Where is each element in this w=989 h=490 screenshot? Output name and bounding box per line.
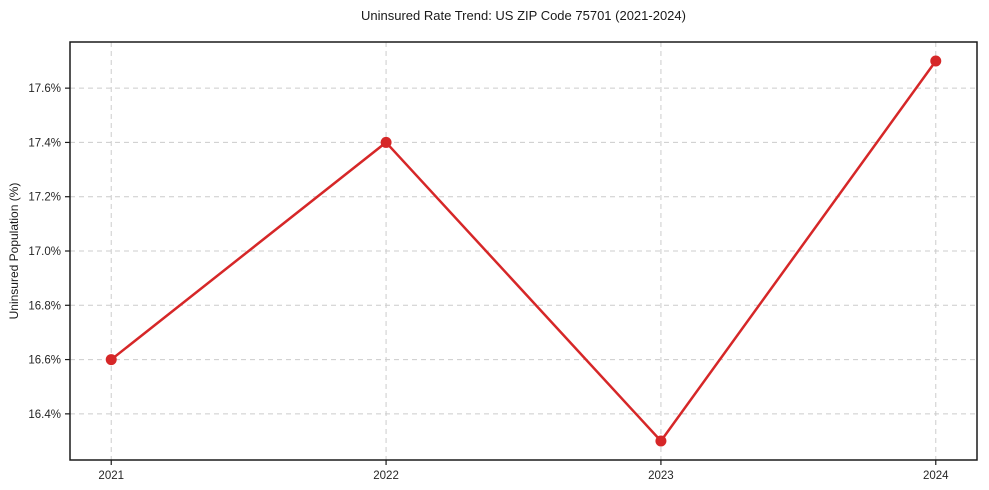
data-point-marker	[655, 435, 667, 447]
chart-title: Uninsured Rate Trend: US ZIP Code 75701 …	[361, 8, 686, 23]
x-tick-label: 2021	[98, 470, 124, 482]
y-tick-label: 17.4%	[28, 137, 61, 149]
y-tick-label: 16.8%	[28, 300, 61, 312]
y-tick-label: 17.6%	[28, 83, 61, 95]
x-tick-label: 2023	[648, 470, 674, 482]
x-tick-label: 2024	[923, 470, 949, 482]
data-point-marker	[380, 136, 392, 148]
data-point-marker	[105, 354, 117, 366]
series-line	[109, 59, 938, 443]
x-tick-label: 2022	[373, 470, 399, 482]
y-tick-label: 17.0%	[28, 246, 61, 258]
y-tick-label: 17.2%	[28, 192, 61, 204]
y-tick-label: 16.4%	[28, 409, 61, 421]
data-point-marker	[930, 55, 942, 67]
y-tick-label: 16.6%	[28, 355, 61, 367]
